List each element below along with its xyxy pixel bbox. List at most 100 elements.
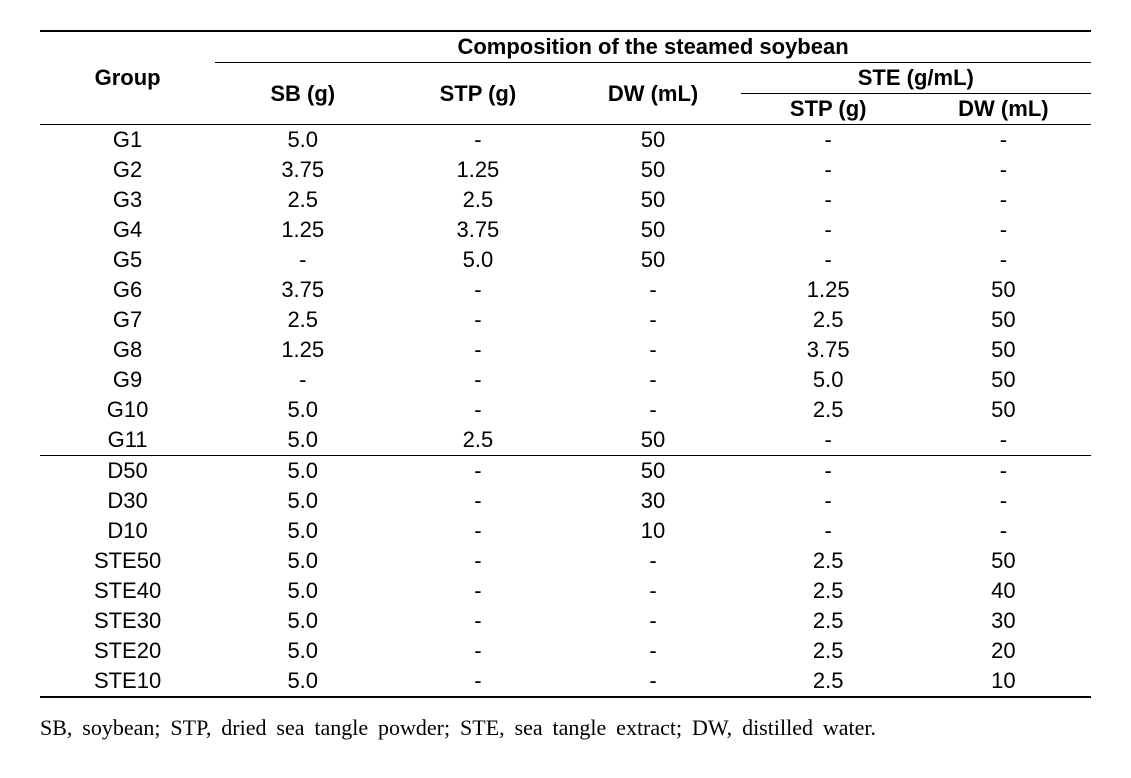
cell-sb: 5.0: [215, 606, 390, 636]
header-ste-stp: STP (g): [741, 94, 916, 125]
cell-group: STE20: [40, 636, 215, 666]
cell-ste-dw: -: [916, 456, 1091, 487]
cell-dw: -: [565, 666, 740, 697]
cell-sb: 2.5: [215, 185, 390, 215]
cell-sb: 5.0: [215, 636, 390, 666]
cell-ste-stp: 2.5: [741, 606, 916, 636]
cell-group: G8: [40, 335, 215, 365]
table-row: G23.751.2550--: [40, 155, 1091, 185]
table-row: D505.0-50--: [40, 456, 1091, 487]
cell-sb: 5.0: [215, 546, 390, 576]
cell-stp: -: [390, 486, 565, 516]
cell-group: D30: [40, 486, 215, 516]
table-row: D305.0-30--: [40, 486, 1091, 516]
cell-dw: -: [565, 305, 740, 335]
cell-group: G9: [40, 365, 215, 395]
cell-ste-dw: -: [916, 185, 1091, 215]
composition-table: Group Composition of the steamed soybean…: [40, 30, 1091, 698]
composition-table-container: Group Composition of the steamed soybean…: [40, 30, 1091, 698]
cell-group: G2: [40, 155, 215, 185]
cell-ste-stp: 1.25: [741, 275, 916, 305]
header-stp: STP (g): [390, 63, 565, 125]
header-ste: STE (g/mL): [741, 63, 1091, 94]
table-row: G32.52.550--: [40, 185, 1091, 215]
table-row: G5-5.050--: [40, 245, 1091, 275]
cell-ste-dw: -: [916, 215, 1091, 245]
cell-group: D10: [40, 516, 215, 546]
cell-ste-stp: 2.5: [741, 666, 916, 697]
table-row: G15.0-50--: [40, 125, 1091, 156]
cell-dw: -: [565, 546, 740, 576]
cell-ste-stp: -: [741, 125, 916, 156]
cell-dw: -: [565, 606, 740, 636]
cell-stp: -: [390, 576, 565, 606]
cell-ste-dw: 50: [916, 395, 1091, 425]
table-row: STE405.0--2.540: [40, 576, 1091, 606]
cell-dw: -: [565, 335, 740, 365]
cell-stp: -: [390, 516, 565, 546]
cell-ste-dw: 40: [916, 576, 1091, 606]
header-sb: SB (g): [215, 63, 390, 125]
cell-stp: -: [390, 305, 565, 335]
cell-ste-stp: 5.0: [741, 365, 916, 395]
cell-stp: -: [390, 546, 565, 576]
cell-stp: -: [390, 606, 565, 636]
cell-ste-stp: -: [741, 245, 916, 275]
table-row: G72.5--2.550: [40, 305, 1091, 335]
table-row: STE105.0--2.510: [40, 666, 1091, 697]
cell-sb: 5.0: [215, 666, 390, 697]
table-row: G63.75--1.2550: [40, 275, 1091, 305]
table-row: G105.0--2.550: [40, 395, 1091, 425]
cell-group: G5: [40, 245, 215, 275]
cell-ste-dw: 50: [916, 335, 1091, 365]
cell-stp: -: [390, 456, 565, 487]
cell-ste-stp: 2.5: [741, 305, 916, 335]
cell-ste-dw: 10: [916, 666, 1091, 697]
cell-ste-stp: -: [741, 486, 916, 516]
table-row: STE305.0--2.530: [40, 606, 1091, 636]
cell-ste-dw: -: [916, 245, 1091, 275]
cell-ste-dw: 50: [916, 305, 1091, 335]
cell-ste-dw: -: [916, 125, 1091, 156]
cell-group: G3: [40, 185, 215, 215]
cell-group: STE30: [40, 606, 215, 636]
cell-ste-stp: 2.5: [741, 395, 916, 425]
cell-group: STE50: [40, 546, 215, 576]
cell-ste-dw: 20: [916, 636, 1091, 666]
cell-group: G11: [40, 425, 215, 456]
cell-stp: -: [390, 125, 565, 156]
cell-group: G6: [40, 275, 215, 305]
cell-sb: 1.25: [215, 335, 390, 365]
cell-sb: -: [215, 245, 390, 275]
cell-sb: 5.0: [215, 125, 390, 156]
cell-dw: 50: [565, 185, 740, 215]
cell-dw: 10: [565, 516, 740, 546]
cell-dw: 50: [565, 125, 740, 156]
cell-sb: -: [215, 365, 390, 395]
cell-group: STE10: [40, 666, 215, 697]
cell-sb: 5.0: [215, 425, 390, 456]
cell-ste-dw: 50: [916, 365, 1091, 395]
cell-ste-dw: 50: [916, 546, 1091, 576]
cell-stp: -: [390, 395, 565, 425]
cell-dw: 30: [565, 486, 740, 516]
cell-ste-stp: 2.5: [741, 576, 916, 606]
table-row: D105.0-10--: [40, 516, 1091, 546]
cell-dw: 50: [565, 215, 740, 245]
cell-ste-stp: -: [741, 425, 916, 456]
cell-group: G4: [40, 215, 215, 245]
cell-ste-stp: -: [741, 185, 916, 215]
cell-dw: 50: [565, 155, 740, 185]
cell-stp: 1.25: [390, 155, 565, 185]
cell-dw: -: [565, 275, 740, 305]
cell-dw: -: [565, 365, 740, 395]
cell-sb: 5.0: [215, 576, 390, 606]
cell-sb: 5.0: [215, 395, 390, 425]
cell-stp: 2.5: [390, 185, 565, 215]
cell-dw: 50: [565, 425, 740, 456]
cell-ste-dw: 30: [916, 606, 1091, 636]
table-header: Group Composition of the steamed soybean…: [40, 31, 1091, 125]
cell-group: G1: [40, 125, 215, 156]
cell-stp: -: [390, 666, 565, 697]
cell-stp: -: [390, 335, 565, 365]
